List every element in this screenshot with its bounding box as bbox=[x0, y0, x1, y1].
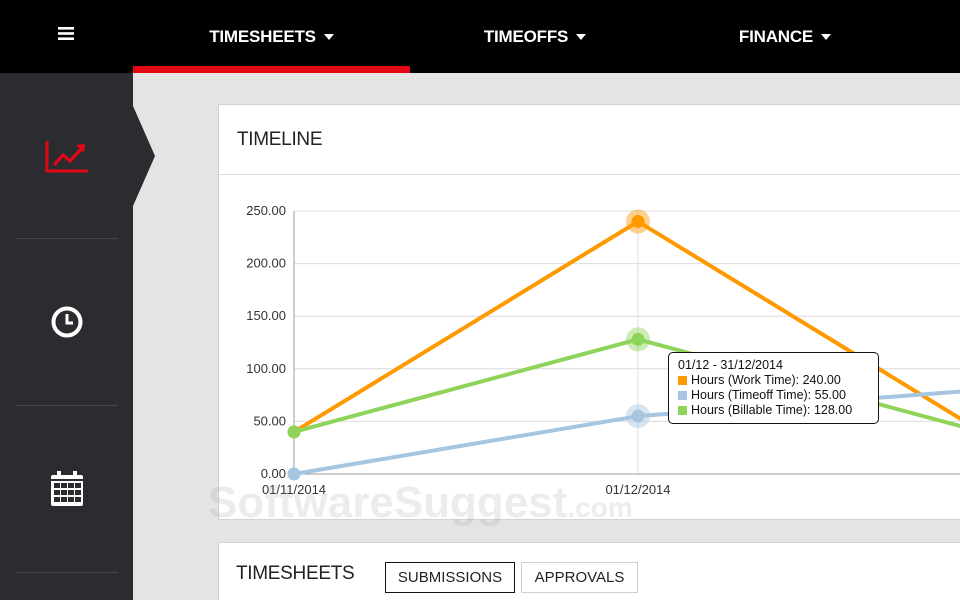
timeline-panel: TIMELINE 0.00 50.00 100.00 150.00 200.00 250.… bbox=[218, 104, 960, 520]
legend-swatch bbox=[678, 391, 687, 400]
data-point bbox=[631, 332, 645, 346]
sidebar-divider bbox=[15, 405, 118, 406]
tab-label: SUBMISSIONS bbox=[397, 569, 503, 586]
data-point bbox=[287, 467, 301, 481]
tooltip-row-label: Hours (Billable Time): 128.00 bbox=[691, 403, 853, 417]
tab-submissions[interactable]: SUBMISSIONS bbox=[385, 562, 515, 593]
sidebar-item-timeline[interactable] bbox=[0, 73, 155, 238]
hamburger-menu-icon[interactable] bbox=[46, 22, 86, 44]
x-tick-label: 01/12/2014 bbox=[605, 482, 670, 497]
timeline-line-chart[interactable]: 0.00 50.00 100.00 150.00 200.00 250.00 01/11/2… bbox=[219, 175, 960, 520]
top-nav-bar: TIMESHEETS TIMEOFFS FINANCE bbox=[0, 0, 960, 73]
timeline-chart-area: 0.00 50.00 100.00 150.00 200.00 250.00 01/11/2… bbox=[219, 175, 960, 520]
tooltip-row: Hours (Timeoff Time): 55.00 bbox=[678, 388, 870, 403]
timesheets-panel: TIMESHEETS SUBMISSIONS APPROVALS bbox=[218, 542, 960, 600]
y-tick-label: 250.00 bbox=[246, 203, 286, 218]
tab-approvals[interactable]: APPROVALS bbox=[521, 562, 638, 593]
nav-tab-timesheets[interactable]: TIMESHEETS bbox=[133, 0, 410, 73]
x-tick-label: 01/11/2014 bbox=[262, 482, 326, 497]
nav-tab-label: TIMESHEETS bbox=[209, 26, 316, 46]
data-point bbox=[287, 425, 301, 439]
y-tick-label: 200.00 bbox=[246, 256, 286, 271]
legend-swatch bbox=[678, 406, 687, 415]
sidebar-item-calendar[interactable] bbox=[0, 406, 133, 572]
caret-down-icon bbox=[821, 33, 832, 40]
tooltip-row: Hours (Work Time): 240.00 bbox=[678, 373, 870, 388]
y-tick-label: 0.00 bbox=[261, 466, 286, 481]
clock-icon bbox=[51, 306, 82, 338]
tooltip-title: 01/12 - 31/12/2014 bbox=[678, 358, 783, 372]
tooltip-row: Hours (Billable Time): 128.00 bbox=[678, 403, 870, 418]
timeline-title: TIMELINE bbox=[237, 128, 323, 150]
trend-chart-icon bbox=[45, 140, 88, 172]
chart-tooltip: 01/12 - 31/12/2014 Hours (Work Time): 24… bbox=[668, 352, 879, 424]
sidebar bbox=[0, 73, 155, 600]
nav-tab-finance[interactable]: FINANCE bbox=[660, 0, 910, 73]
nav-tab-timeoffs[interactable]: TIMEOFFS bbox=[410, 0, 660, 73]
sidebar-divider bbox=[15, 238, 118, 239]
tooltip-row-label: Hours (Work Time): 240.00 bbox=[691, 373, 841, 387]
sidebar-item-time[interactable] bbox=[0, 239, 133, 405]
y-tick-label: 150.00 bbox=[246, 308, 286, 323]
sidebar-divider bbox=[15, 572, 118, 573]
tooltip-row-label: Hours (Timeoff Time): 55.00 bbox=[691, 388, 846, 402]
data-point bbox=[631, 215, 645, 229]
y-tick-label: 50.00 bbox=[253, 413, 286, 428]
tab-label: APPROVALS bbox=[534, 569, 625, 586]
calendar-icon bbox=[50, 471, 83, 506]
nav-tab-label: FINANCE bbox=[738, 26, 814, 46]
timesheets-title: TIMESHEETS bbox=[236, 563, 355, 584]
nav-tab-label: TIMEOFFS bbox=[483, 26, 569, 46]
timeline-header: TIMELINE bbox=[219, 105, 960, 175]
y-tick-label: 100.00 bbox=[246, 361, 286, 376]
caret-down-icon bbox=[576, 33, 587, 40]
caret-down-icon bbox=[323, 33, 334, 40]
data-point bbox=[631, 409, 645, 423]
legend-swatch bbox=[678, 376, 687, 385]
